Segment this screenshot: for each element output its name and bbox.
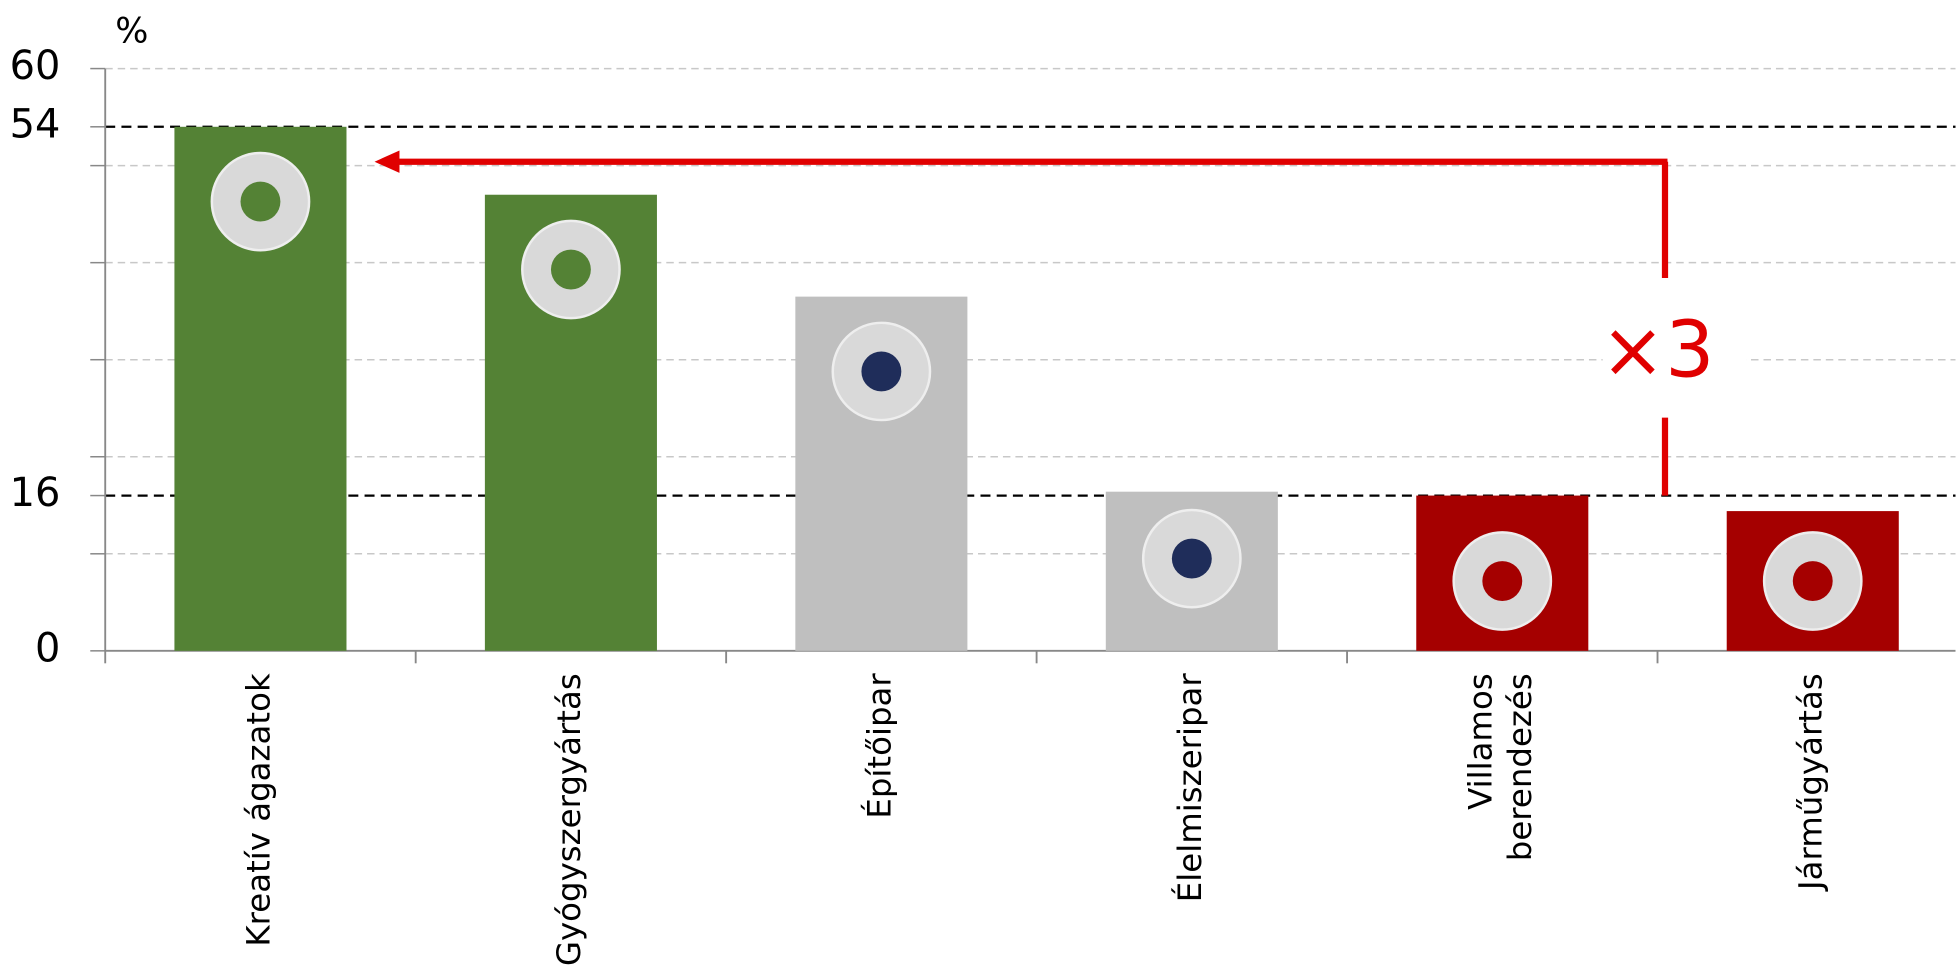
icon bbox=[1482, 561, 1523, 601]
y-tick-label: 16 bbox=[10, 470, 61, 516]
annotation-bg bbox=[1602, 309, 1747, 399]
x-tick-label: Építőipar bbox=[860, 673, 898, 819]
x-tick-label: Gyógyszergyártás bbox=[550, 673, 588, 966]
icon bbox=[240, 181, 281, 222]
arrow-head bbox=[374, 150, 400, 173]
icon bbox=[1792, 561, 1833, 601]
icon bbox=[1171, 538, 1212, 579]
y-tick-label: 60 bbox=[10, 43, 61, 89]
y-tick-label: 54 bbox=[10, 101, 61, 147]
unit-label: % bbox=[115, 11, 148, 51]
x-tick-label-line: Villamos bbox=[1461, 673, 1499, 810]
x-tick-label: Járműgyártás bbox=[1792, 673, 1830, 892]
x-tick-label: Élelmiszeripar bbox=[1171, 673, 1209, 903]
x-tick-label: Kreatív ágazatok bbox=[239, 673, 277, 947]
x-tick-label: Villamosberendezés bbox=[1461, 673, 1539, 861]
x-tick-label-line: berendezés bbox=[1501, 673, 1539, 861]
y-tick-label: 0 bbox=[35, 625, 60, 671]
annotation: ×3 bbox=[1601, 305, 1715, 395]
icon bbox=[861, 351, 902, 392]
icon bbox=[550, 249, 591, 290]
